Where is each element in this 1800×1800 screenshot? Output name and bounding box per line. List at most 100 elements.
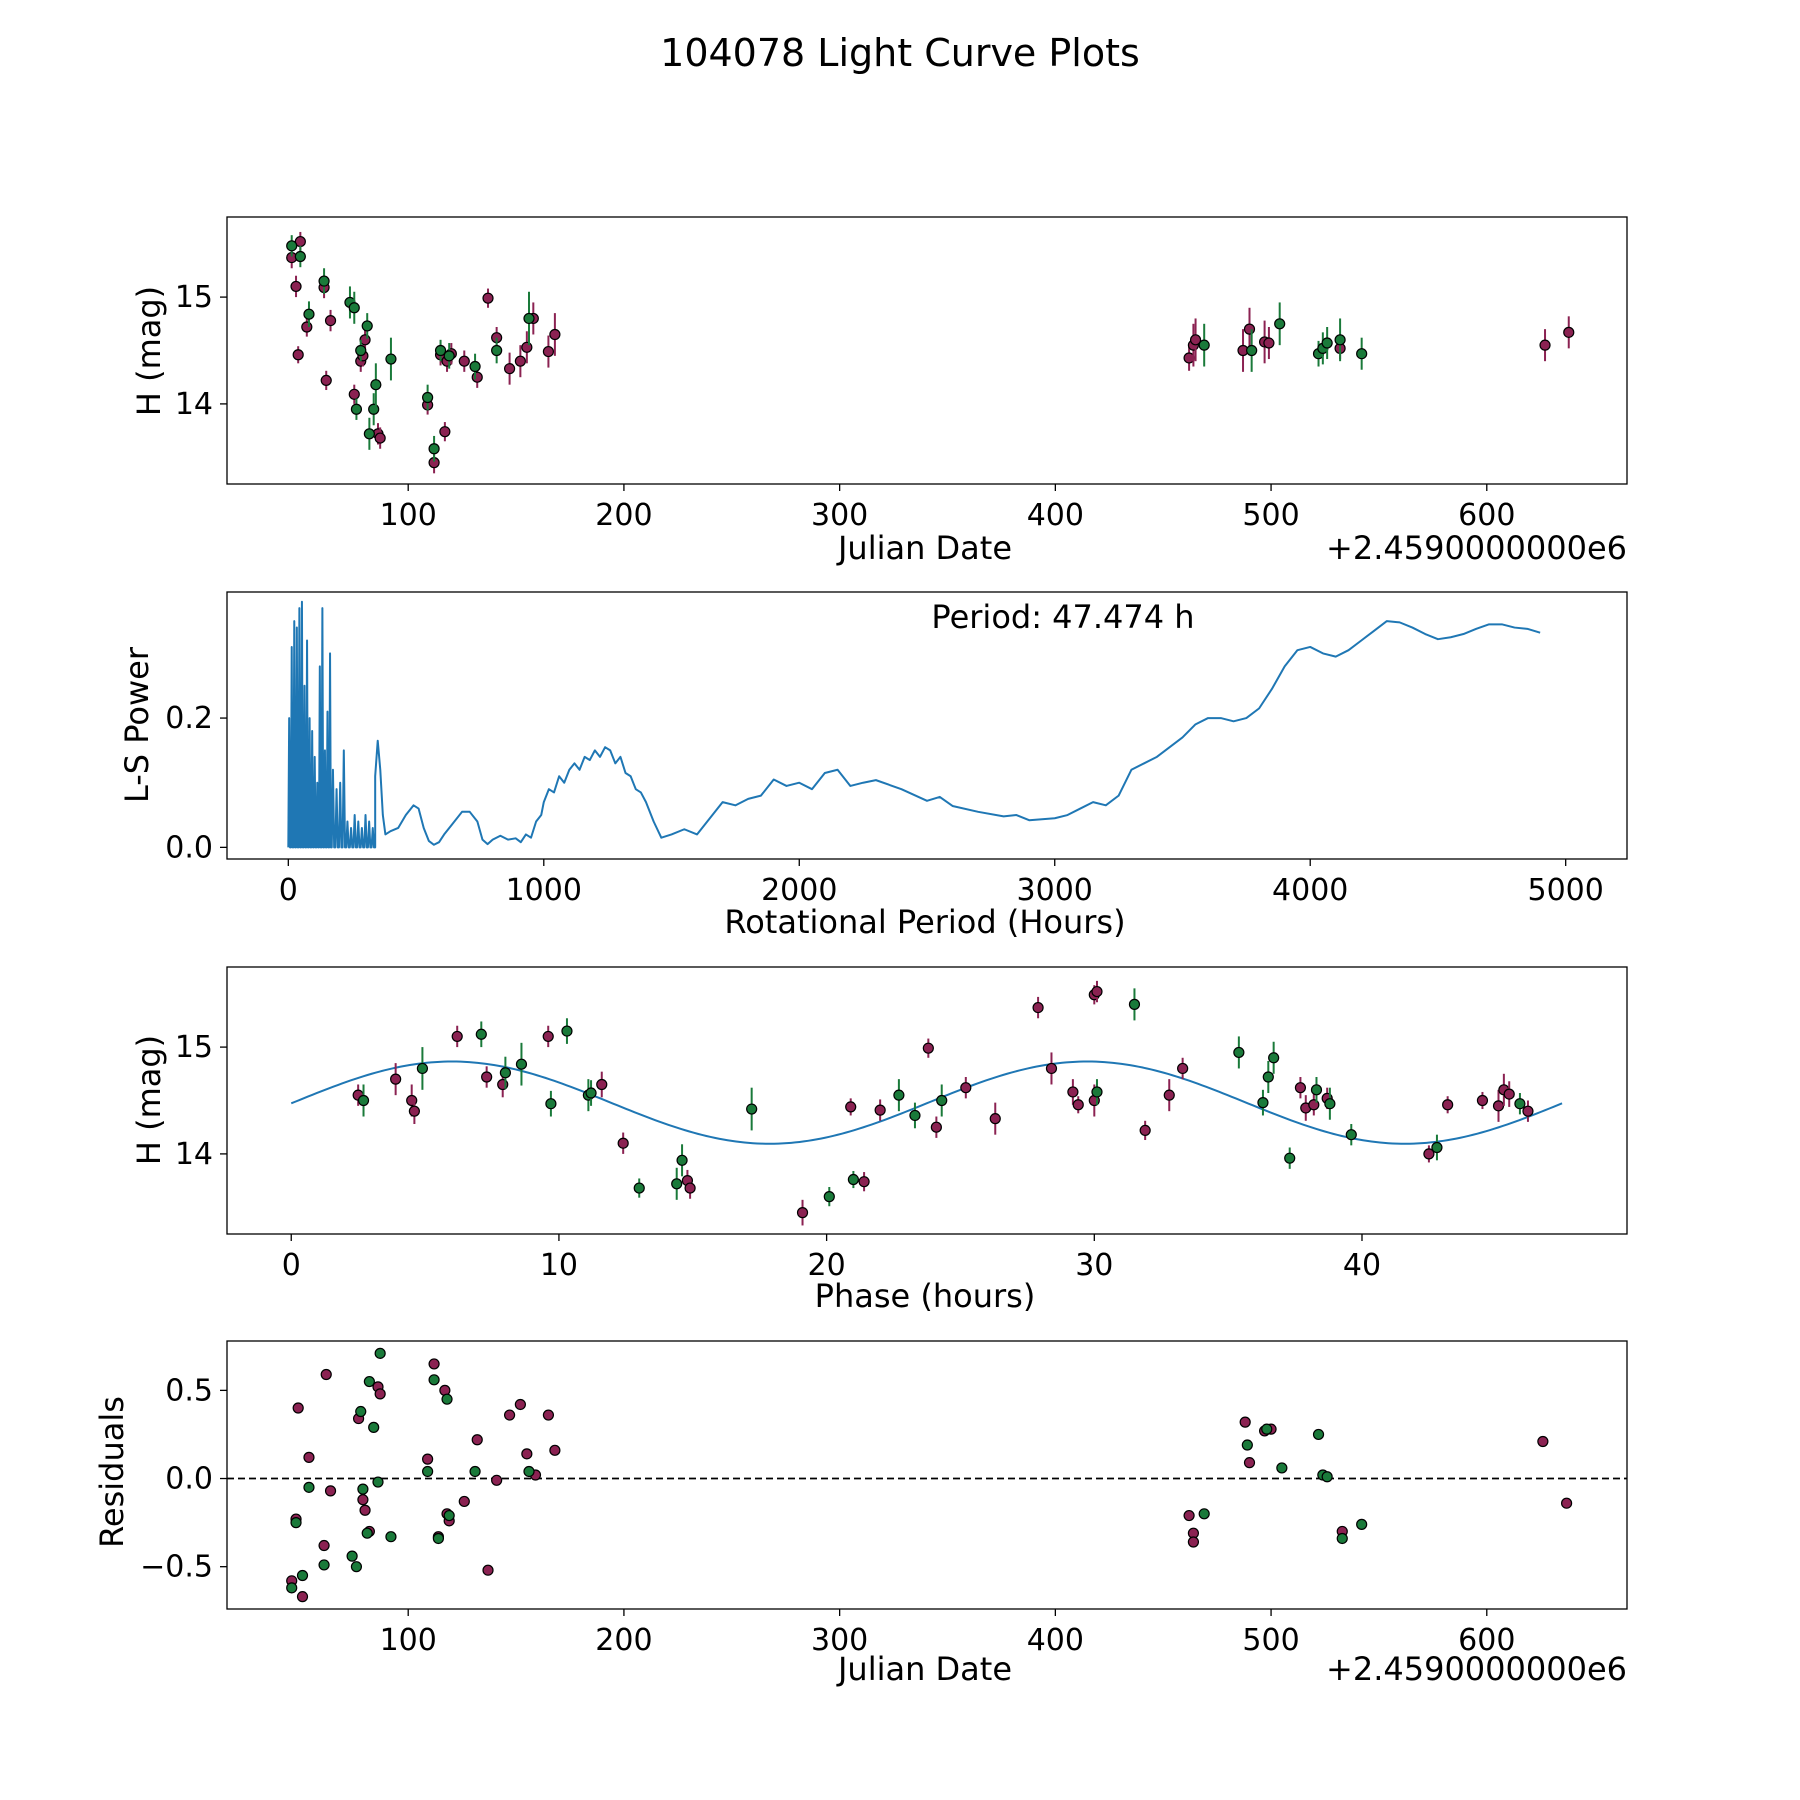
green-data-point <box>469 360 481 373</box>
green-data-point <box>1312 1428 1325 1441</box>
green-data-point <box>1276 1462 1288 1474</box>
magenta-data-point <box>845 1101 857 1113</box>
magenta-data-point <box>1492 1100 1505 1112</box>
magenta-data-point <box>684 1182 696 1194</box>
y-tick-label: 14 <box>175 1137 213 1172</box>
magenta-data-point <box>617 1137 629 1149</box>
x-tick-label: 4000 <box>1272 873 1348 908</box>
panel-residuals: Julian Date +2.4590000000e6 Residuals 10… <box>93 1340 1628 1688</box>
panel-periodogram: Rotational Period (Hours) L-S Power Peri… <box>118 591 1628 941</box>
green-data-point <box>475 1028 487 1040</box>
magenta-data-point <box>1177 1062 1189 1075</box>
green-data-point <box>1233 1046 1245 1059</box>
green-data-point <box>368 403 380 415</box>
green-data-point <box>348 302 360 314</box>
green-data-point <box>355 1405 367 1418</box>
green-data-point <box>1431 1141 1443 1154</box>
green-data-point <box>1261 1423 1273 1435</box>
magenta-data-point <box>960 1082 972 1094</box>
magenta-data-point <box>1243 1457 1256 1469</box>
panel3-xlabel: Phase (hours) <box>815 1277 1036 1315</box>
magenta-data-point <box>482 1564 494 1576</box>
green-data-point <box>303 308 315 320</box>
green-data-point <box>318 275 330 287</box>
magenta-data-point <box>318 1539 330 1552</box>
green-data-point <box>350 403 363 415</box>
green-data-point <box>1514 1098 1526 1110</box>
green-data-point <box>1334 334 1346 346</box>
green-data-point <box>286 240 298 252</box>
magenta-data-point <box>292 1402 304 1414</box>
magenta-data-point <box>549 328 561 341</box>
magenta-data-point <box>542 1030 554 1043</box>
green-data-point <box>432 1532 445 1545</box>
magenta-data-point <box>458 355 470 367</box>
x-tick-label: 100 <box>380 498 437 533</box>
panel3-axes-frame <box>226 966 1628 1235</box>
magenta-data-point <box>1032 1001 1044 1014</box>
green-data-point <box>523 312 535 325</box>
magenta-data-point <box>1189 334 1202 346</box>
magenta-data-point <box>458 1495 470 1508</box>
x-tick-label: 500 <box>1242 498 1299 533</box>
magenta-data-point <box>324 314 337 327</box>
magenta-data-point <box>320 1368 332 1381</box>
magenta-data-point <box>1187 1536 1200 1548</box>
green-data-point <box>434 344 447 357</box>
green-data-point <box>633 1182 645 1194</box>
magenta-data-point <box>451 1030 463 1043</box>
green-data-point <box>1321 337 1333 349</box>
green-data-point <box>1274 318 1286 330</box>
green-data-point <box>428 443 440 455</box>
magenta-data-point <box>1522 1105 1534 1117</box>
panel4-xlabel: Julian Date <box>836 1650 1012 1688</box>
y-tick-label: 15 <box>175 280 213 315</box>
green-data-point <box>372 1476 384 1488</box>
green-data-point <box>443 350 455 362</box>
magenta-data-point <box>348 388 360 400</box>
magenta-data-point <box>1072 1099 1084 1111</box>
magenta-data-point <box>408 1105 420 1117</box>
green-data-point <box>422 1465 434 1478</box>
green-data-point <box>585 1087 597 1099</box>
green-data-point <box>1241 1439 1253 1451</box>
green-data-point <box>357 1483 369 1495</box>
green-data-point <box>523 1465 535 1478</box>
panel4-ylabel: Residuals <box>93 1396 131 1548</box>
green-data-point <box>491 344 503 357</box>
magenta-data-point <box>320 374 332 387</box>
magenta-data-point <box>374 1388 386 1400</box>
panel3-plot-area <box>290 980 1563 1226</box>
x-tick-label: 20 <box>808 1248 846 1283</box>
magenta-data-point <box>1294 1082 1307 1094</box>
panel2-xlabel: Rotational Period (Hours) <box>724 903 1125 941</box>
y-tick-label: 15 <box>175 1030 213 1065</box>
magenta-data-point <box>796 1207 809 1219</box>
magenta-data-point <box>481 1071 493 1083</box>
x-tick-label: 5000 <box>1528 873 1604 908</box>
sinusoid-fit-line <box>290 1060 1563 1145</box>
magenta-data-point <box>471 1434 483 1446</box>
green-data-point <box>893 1089 905 1101</box>
green-data-point <box>499 1067 511 1079</box>
green-data-point <box>361 320 373 332</box>
green-data-point <box>385 353 397 365</box>
x-tick-label: 1000 <box>506 873 582 908</box>
magenta-data-point <box>514 355 526 367</box>
magenta-data-point <box>596 1078 608 1091</box>
green-data-point <box>1336 1532 1348 1545</box>
magenta-data-point <box>1067 1086 1079 1098</box>
y-tick-label: 0.0 <box>165 830 213 865</box>
green-data-point <box>1262 1071 1274 1083</box>
magenta-data-point <box>1442 1099 1454 1111</box>
green-data-point <box>847 1173 859 1186</box>
panel4-plot-area <box>227 1347 1627 1603</box>
panel2-ylabel: L-S Power <box>118 646 156 803</box>
period-annotation: Period: 47.474 h <box>931 598 1194 636</box>
x-tick-label: 10 <box>540 1248 578 1283</box>
panel-phase-folded-light-curve: Phase (hours) H (mag) 0 10 20 30 40 14 15 <box>130 966 1628 1315</box>
green-data-point <box>443 1509 455 1522</box>
magenta-data-point <box>1563 326 1575 338</box>
green-data-point <box>1324 1098 1336 1110</box>
